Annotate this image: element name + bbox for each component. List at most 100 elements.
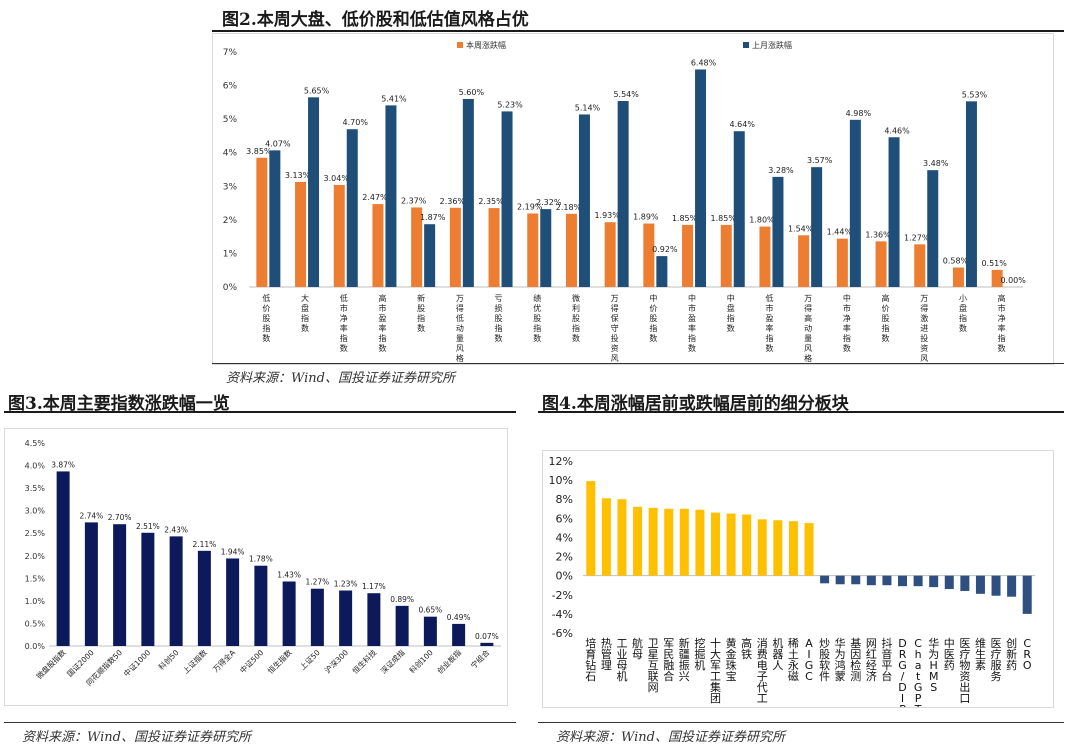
fig2-bar (952, 267, 964, 287)
fig3-bar (282, 581, 296, 646)
fig2-bar (656, 256, 668, 287)
fig3-data-label: 0.89% (390, 595, 414, 604)
fig4-bar (975, 575, 985, 594)
fig2-bar (462, 99, 474, 287)
fig3-data-label: 1.78% (249, 555, 273, 564)
fig2-data-label: 2.32% (536, 198, 562, 207)
fig4-category-label: 军民融合 (663, 637, 674, 683)
fig4-category-label: 航母 (632, 636, 643, 661)
fig2-ytick-label: 4% (223, 149, 238, 159)
fig3-title: 图3.本周主要指数涨跌幅一览 (8, 394, 230, 414)
fig2-legend-swatch (457, 42, 463, 48)
fig3-data-label: 2.43% (164, 525, 188, 534)
fig4-category-label: 培育钻石 (585, 636, 596, 683)
fig2-bar (501, 111, 513, 288)
fig4-bar (601, 498, 611, 576)
fig4-category-label: 创新药 (1006, 637, 1017, 672)
fig3-ytick-label: 0.5% (25, 619, 46, 628)
fig2-title: 图2.本周大盘、低价股和低估值风格占优 (222, 10, 529, 30)
fig3-bar (141, 532, 155, 646)
fig2-data-label: 1.80% (749, 216, 775, 225)
fig4-category-label: 挖掘机 (694, 636, 705, 672)
fig2-bar (914, 244, 926, 287)
fig3-category-label: 科创50 (156, 647, 181, 672)
fig2-legend-label: 上月涨跌幅 (752, 40, 792, 50)
fig2-bar (811, 167, 823, 287)
fig3-bar (197, 550, 211, 646)
fig2-bar (333, 184, 345, 287)
fig3-bar (480, 642, 494, 646)
fig2-data-label: 1.87% (420, 213, 446, 222)
fig3-bar (113, 524, 127, 646)
fig4-bar (991, 575, 1001, 596)
fig3-bar (395, 605, 409, 646)
fig2-bar (849, 119, 861, 287)
fig4-title-rule (538, 411, 1064, 413)
fig4-category-label: 黄金珠宝 (726, 636, 737, 683)
fig3-category-label: 创业板指 (435, 647, 464, 676)
fig4-bar (929, 575, 939, 588)
fig4-ytick-label: 10% (549, 474, 573, 487)
fig2-data-label: 5.60% (459, 88, 485, 97)
fig2-data-label: 2.18% (556, 203, 582, 212)
fig3-data-label: 2.51% (136, 522, 160, 531)
fig2-data-label: 1.36% (865, 230, 891, 239)
fig2-data-label: 1.27% (904, 233, 930, 242)
fig3-data-label: 0.65% (418, 606, 442, 615)
fig3-ytick-label: 1.5% (25, 574, 46, 583)
fig2-ytick-label: 7% (223, 48, 238, 58)
fig3-bar (169, 536, 183, 646)
fig4-ytick-label: 0% (556, 570, 573, 583)
fig4-source-rule (538, 722, 1064, 723)
fig2-data-label: 2.35% (478, 197, 504, 206)
fig3-category-label: 科创100 (407, 647, 435, 675)
fig4-bar (944, 575, 954, 590)
fig2-source-rule (212, 363, 1064, 364)
fig2-data-label: 0.00% (1000, 276, 1026, 285)
fig3-bar (423, 616, 437, 646)
fig2-bar (643, 223, 655, 287)
fig2-data-label: 1.85% (711, 214, 737, 223)
fig2-category-label: 低市盈率指数 (765, 293, 773, 353)
fig4-ytick-label: 12% (549, 455, 573, 468)
fig2-ytick-label: 1% (223, 249, 238, 259)
fig2-category-label: 万得激进投资风格 (920, 294, 928, 364)
fig4-bar (960, 575, 970, 591)
fig3-chart: 0.0% 0.5% 1.0% 1.5% 2.0% 2.5% 3.0% 3.5% 4.0% 4.5%… (25, 439, 501, 688)
fig4-category-label: ChatGPT (914, 637, 923, 707)
fig4-bar (882, 575, 892, 586)
fig4-bar (633, 506, 643, 576)
fig4-category-label: 维生素 (975, 637, 986, 672)
fig2-data-label: 3.48% (923, 159, 949, 168)
fig3-data-label: 0.49% (447, 613, 471, 622)
fig3-category-label: 上证指数 (181, 647, 210, 676)
fig4-bar (898, 575, 908, 587)
fig2-data-label: 1.93% (594, 211, 620, 220)
fig4-bar (1022, 575, 1032, 614)
fig2-data-label: 4.64% (730, 120, 756, 129)
fig2-data-label: 5.23% (497, 100, 523, 109)
fig4-category-label: 十大军工集团 (710, 636, 721, 705)
fig2-ytick-label: 0% (223, 283, 238, 293)
fig3-category-label: 深证成指 (378, 647, 407, 676)
fig2-bar (927, 170, 939, 287)
fig2-data-label: 2.47% (362, 193, 388, 202)
fig4-category-label: 卫星互联网 (648, 637, 659, 694)
fig4-category-label: 医疗服务 (991, 637, 1002, 683)
fig2-bar (565, 213, 577, 287)
fig3-source: 资料来源：Wind、国投证券证券研究所 (22, 730, 251, 745)
fig4-category-label: 消费电子代工 (757, 636, 768, 705)
fig3-bar (56, 471, 70, 646)
fig4-bar (648, 507, 658, 576)
fig2-bar (965, 101, 977, 287)
fig4-title: 图4.本周涨幅居前或跌幅居前的细分板块 (542, 394, 849, 414)
fig4-bar (913, 575, 923, 587)
fig3-data-label: 3.87% (51, 460, 75, 469)
fig4-bar (695, 509, 705, 576)
fig2-category-label: 高价股指数 (882, 293, 890, 343)
fig2-ytick-label: 5% (223, 115, 238, 125)
fig4-bar (773, 520, 783, 576)
fig4-ytick-label: 8% (556, 493, 573, 506)
fig2-bar (888, 137, 900, 287)
fig4-category-label: 中医药 (944, 637, 955, 672)
